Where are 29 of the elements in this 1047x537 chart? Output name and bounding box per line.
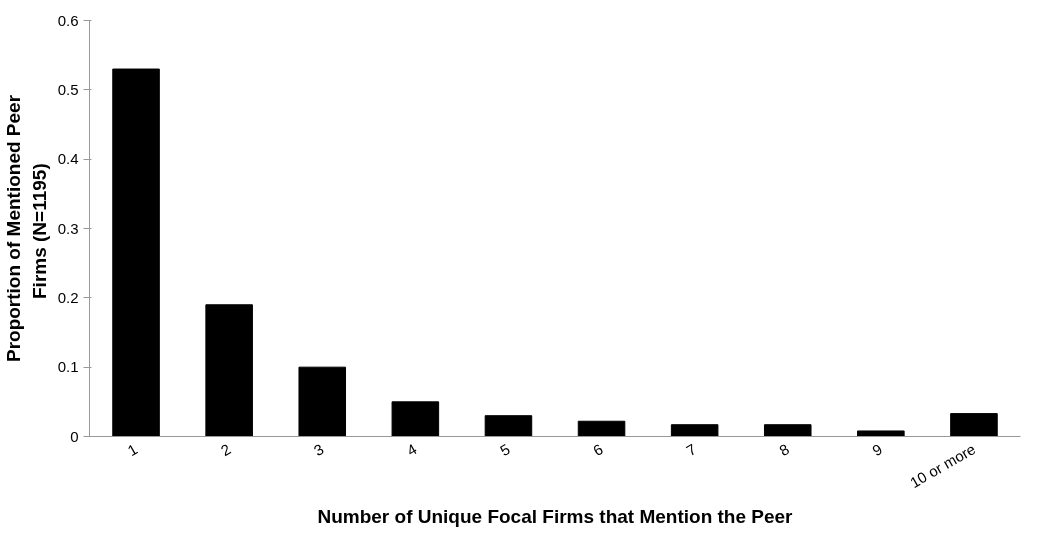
y-tick-label: 0.6 <box>57 11 79 29</box>
x-tick-label: 6 <box>590 440 606 460</box>
y-tick-label: 0.5 <box>57 80 79 98</box>
y-tick-label: 0.1 <box>57 358 79 376</box>
x-tick-label: 3 <box>310 440 327 460</box>
x-tick-label: 10 or more <box>906 440 979 492</box>
x-tick-label: 7 <box>683 440 699 460</box>
bar <box>112 68 160 437</box>
y-tick-label: 0.4 <box>57 150 79 168</box>
bar <box>670 424 719 437</box>
x-axis-title: Number of Unique Focal Firms that Mention the Peer <box>317 506 794 528</box>
bar <box>298 366 347 437</box>
bar <box>205 304 253 437</box>
y-tick-label: 0.3 <box>57 219 79 237</box>
y-tick-label: 0 <box>70 427 79 445</box>
bar <box>391 401 440 437</box>
bar <box>763 424 812 437</box>
bar <box>950 413 998 437</box>
x-tick-label: 4 <box>403 440 420 460</box>
x-tick-label: 2 <box>217 440 234 460</box>
x-tick-label: 9 <box>869 440 886 460</box>
x-tick-label: 5 <box>496 440 513 460</box>
y-axis-title: Proportion of Mentioned Peer Firms (N=1195) <box>3 94 50 363</box>
y-tick-label: 0.2 <box>57 288 79 306</box>
bar <box>857 430 905 437</box>
bar <box>577 420 626 437</box>
bar <box>484 415 533 437</box>
x-tick-label: 8 <box>776 440 792 460</box>
x-tick-label: 1 <box>124 440 141 460</box>
